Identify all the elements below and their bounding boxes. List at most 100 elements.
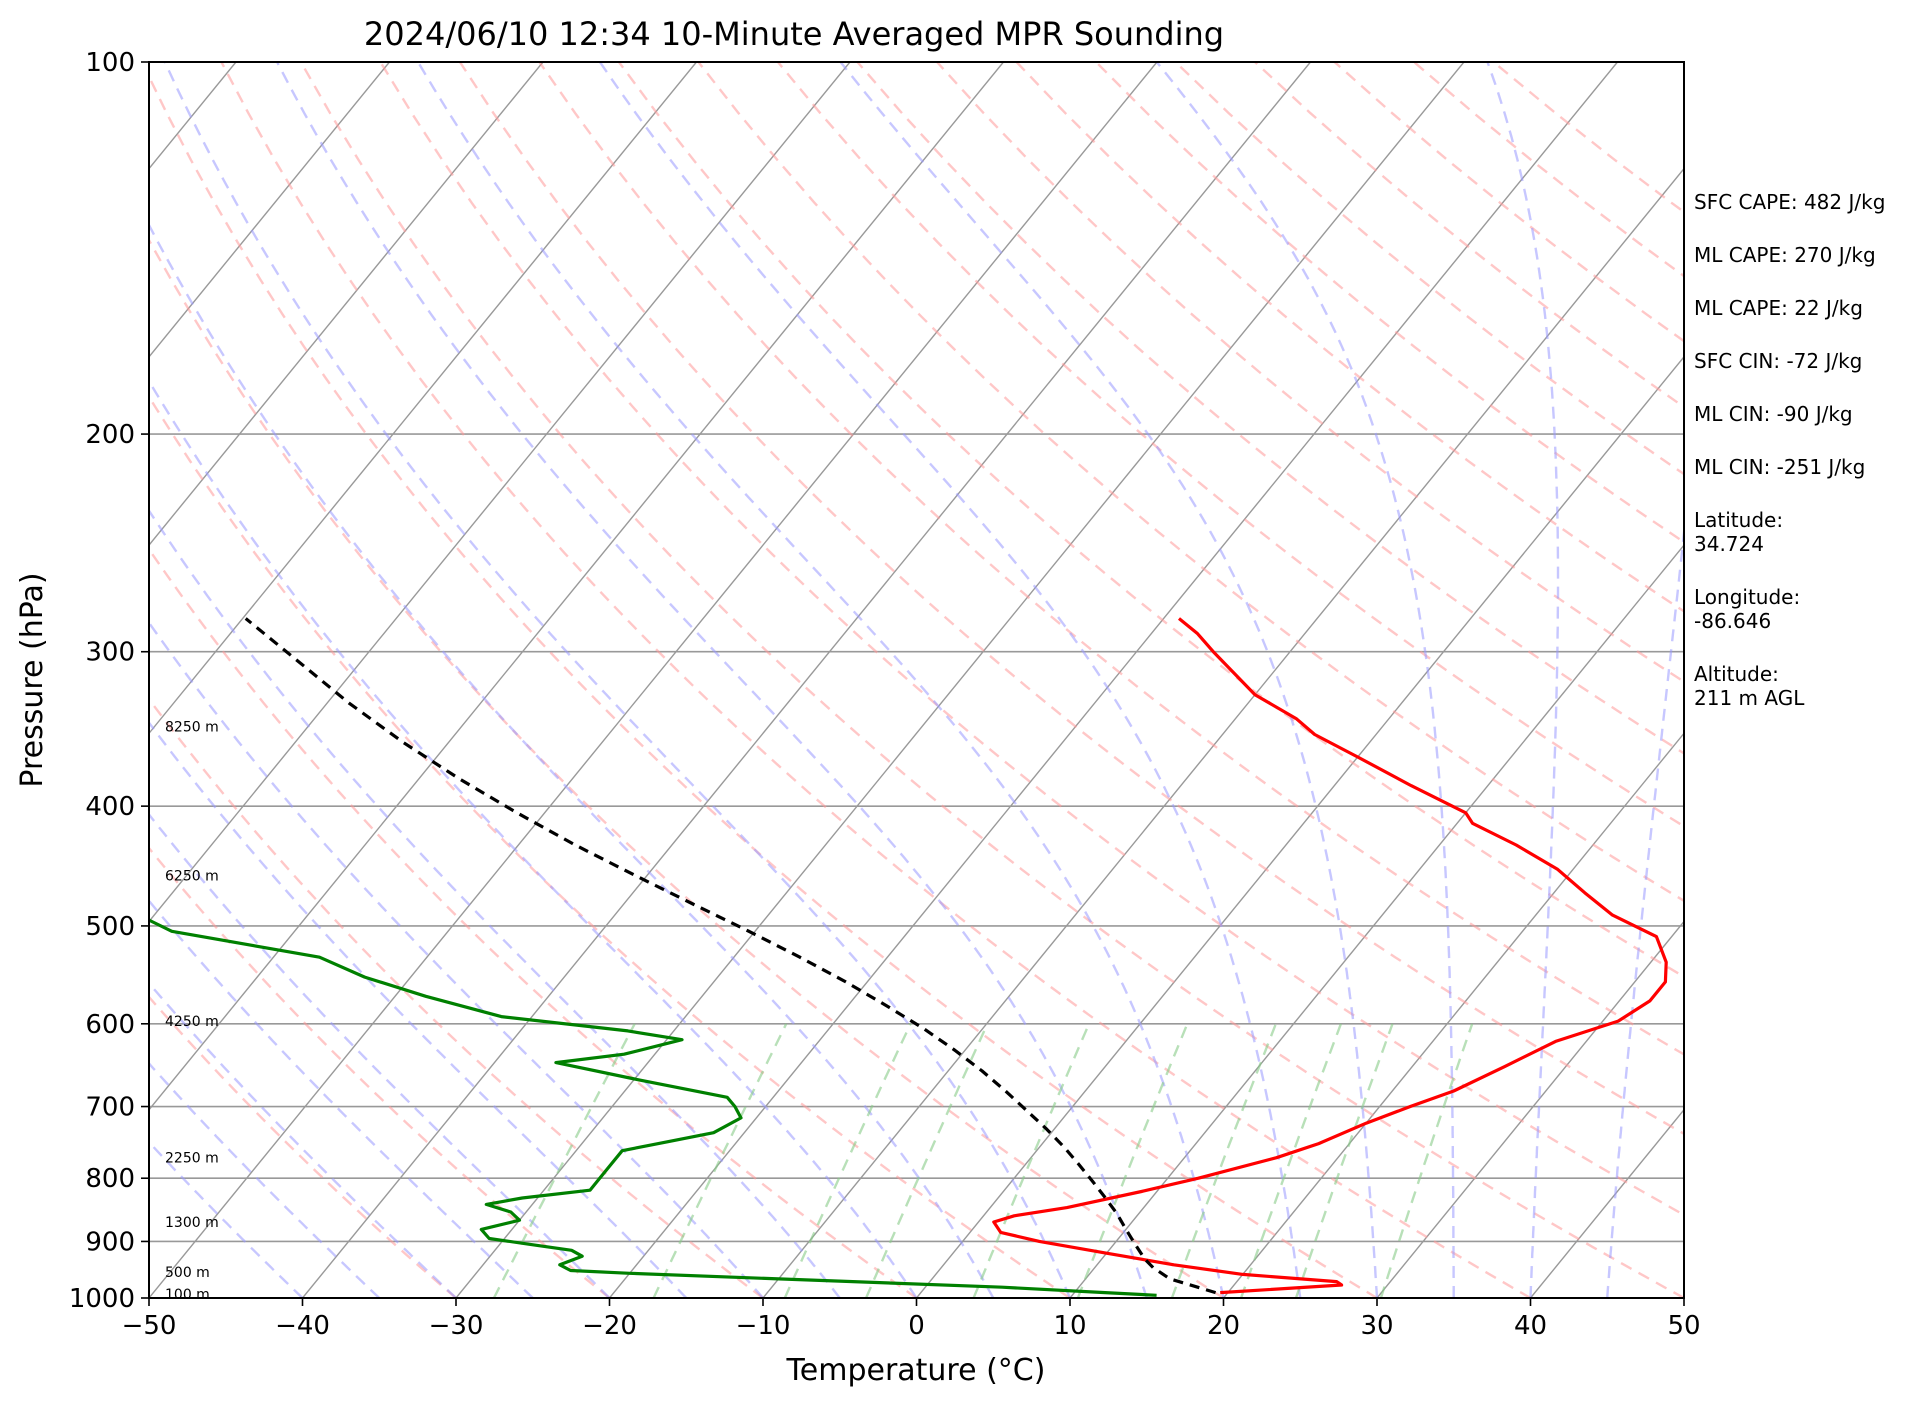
height-label: 4250 m bbox=[165, 1014, 219, 1030]
temperature-profile-line bbox=[992, 617, 1668, 1295]
y-tick-label: 400 bbox=[85, 792, 135, 822]
x-tick-label: −30 bbox=[429, 1311, 484, 1341]
isotherm-line bbox=[455, 62, 1465, 1298]
height-label: 8250 m bbox=[165, 720, 219, 736]
mixing-ratio-line bbox=[1294, 1023, 1394, 1298]
sfc-cape-value: SFC CAPE: 482 J/kg bbox=[1694, 190, 1886, 214]
x-axis-label: Temperature (°C) bbox=[786, 1353, 1046, 1388]
height-label: 2250 m bbox=[165, 1151, 219, 1167]
moist-adiabat-line bbox=[149, 378, 918, 1298]
mixing-ratio-line bbox=[972, 1023, 1091, 1298]
y-tick-label: 1000 bbox=[69, 1284, 135, 1314]
y-tick-label: 600 bbox=[85, 1010, 135, 1040]
y-tick-label: 300 bbox=[85, 638, 135, 668]
mixing-ratio-line bbox=[783, 1023, 912, 1298]
plot-frame bbox=[148, 61, 1685, 1299]
longitude-value: -86.646 bbox=[1694, 609, 1772, 633]
moist-adiabat-line bbox=[1155, 62, 1455, 1298]
height-label: 100 m bbox=[165, 1287, 210, 1303]
x-tick-label: 50 bbox=[1667, 1311, 1700, 1341]
dry-adiabat-line bbox=[538, 62, 1684, 1056]
latitude-label: Latitude: bbox=[1694, 508, 1784, 532]
moist-adiabat-line bbox=[1606, 522, 1684, 1298]
x-tick-label: 10 bbox=[1053, 1311, 1086, 1341]
longitude-info: Longitude: -86.646 bbox=[1694, 585, 1914, 633]
moist-adiabat-line bbox=[416, 62, 1225, 1298]
altitude-value: 211 m AGL bbox=[1694, 686, 1805, 710]
moist-adiabat-line bbox=[276, 62, 1148, 1298]
y-tick-label: 900 bbox=[85, 1227, 135, 1257]
y-tick-label: 200 bbox=[85, 420, 135, 450]
y-axis-label: Pressure (hPa) bbox=[15, 572, 50, 787]
mixing-ratio-line bbox=[864, 1023, 989, 1298]
moist-adiabat-line bbox=[149, 1140, 304, 1298]
dry-adiabat-line bbox=[149, 394, 1071, 1298]
mixing-ratio-line bbox=[1076, 1023, 1189, 1298]
moist-adiabat-line bbox=[1486, 62, 1560, 1298]
dry-adiabat-line bbox=[220, 62, 1532, 1298]
height-label: 1300 m bbox=[165, 1215, 219, 1231]
dry-adiabat-line bbox=[149, 697, 764, 1298]
x-tick-label: 40 bbox=[1514, 1311, 1547, 1341]
isotherm-line bbox=[149, 62, 391, 358]
latitude-info: Latitude: 34.724 bbox=[1694, 508, 1914, 556]
dry-adiabat-line bbox=[149, 237, 1225, 1298]
y-tick-label: 700 bbox=[85, 1093, 135, 1123]
parcel-profile-line bbox=[244, 617, 1217, 1295]
x-tick-label: −50 bbox=[122, 1311, 177, 1341]
mixing-ratio-line bbox=[1239, 1023, 1343, 1298]
altitude-label: Altitude: bbox=[1694, 662, 1779, 686]
isotherm-line bbox=[608, 62, 1619, 1298]
x-tick-label: −20 bbox=[582, 1311, 637, 1341]
moist-adiabat-line bbox=[598, 62, 1302, 1298]
altitude-info: Altitude: 211 m AGL bbox=[1694, 662, 1914, 710]
dry-adiabat-line bbox=[458, 62, 1684, 1136]
moist-adiabat-line bbox=[149, 898, 534, 1298]
isotherm-line bbox=[149, 62, 544, 547]
moist-adiabat-line bbox=[149, 1061, 381, 1298]
ml-cin-value: ML CIN: -90 J/kg bbox=[1694, 402, 1853, 426]
moist-adiabat-line bbox=[149, 812, 611, 1298]
y-tick-label: 500 bbox=[85, 912, 135, 942]
x-tick-label: 30 bbox=[1360, 1311, 1393, 1341]
dry-adiabat-line bbox=[1015, 62, 1684, 613]
isotherm-line bbox=[149, 62, 698, 735]
height-label: 500 m bbox=[165, 1265, 210, 1281]
isotherm-line bbox=[762, 167, 1684, 1298]
moist-adiabat-line bbox=[149, 720, 688, 1298]
y-tick-label: 800 bbox=[85, 1164, 135, 1194]
ml-cape-value-2: ML CAPE: 22 J/kg bbox=[1694, 296, 1863, 320]
moist-adiabat-line bbox=[149, 620, 764, 1298]
isotherm-line bbox=[149, 62, 851, 923]
dry-adiabat-line bbox=[299, 62, 1684, 1298]
mixing-ratio-line bbox=[492, 1023, 636, 1298]
isotherm-line bbox=[915, 355, 1684, 1298]
isotherm-line bbox=[149, 62, 1005, 1111]
mixing-ratio-line bbox=[1379, 1023, 1474, 1298]
isotherm-line bbox=[149, 62, 1158, 1298]
mixing-ratio-line bbox=[1170, 1023, 1278, 1298]
dry-adiabat-line bbox=[936, 62, 1684, 684]
x-tick-label: −10 bbox=[736, 1311, 791, 1341]
x-tick-label: 0 bbox=[908, 1311, 925, 1341]
moist-adiabat-line bbox=[839, 62, 1379, 1298]
isotherm-line bbox=[1376, 920, 1684, 1298]
sfc-cin-value: SFC CIN: -72 J/kg bbox=[1694, 349, 1863, 373]
sounding-stats-panel: SFC CAPE: 482 J/kg ML CAPE: 270 J/kg ML … bbox=[1694, 190, 1914, 739]
x-tick-label: −40 bbox=[275, 1311, 330, 1341]
dry-adiabat-line bbox=[149, 73, 1378, 1298]
height-label: 6250 m bbox=[165, 868, 219, 884]
y-tick-label: 100 bbox=[85, 48, 135, 78]
moist-adiabat-line bbox=[149, 981, 457, 1298]
isotherm-line bbox=[301, 62, 1312, 1298]
moist-adiabat-line bbox=[149, 222, 995, 1298]
isotherm-line bbox=[1069, 543, 1684, 1298]
x-tick-label: 20 bbox=[1207, 1311, 1240, 1341]
isotherm-line bbox=[1222, 732, 1684, 1298]
ml-cape-value: ML CAPE: 270 J/kg bbox=[1694, 243, 1876, 267]
mixing-ratio-line bbox=[652, 1023, 788, 1298]
chart-title: 2024/06/10 12:34 10-Minute Averaged MPR … bbox=[364, 15, 1224, 53]
dry-adiabat-line bbox=[149, 995, 457, 1298]
longitude-label: Longitude: bbox=[1694, 585, 1801, 609]
